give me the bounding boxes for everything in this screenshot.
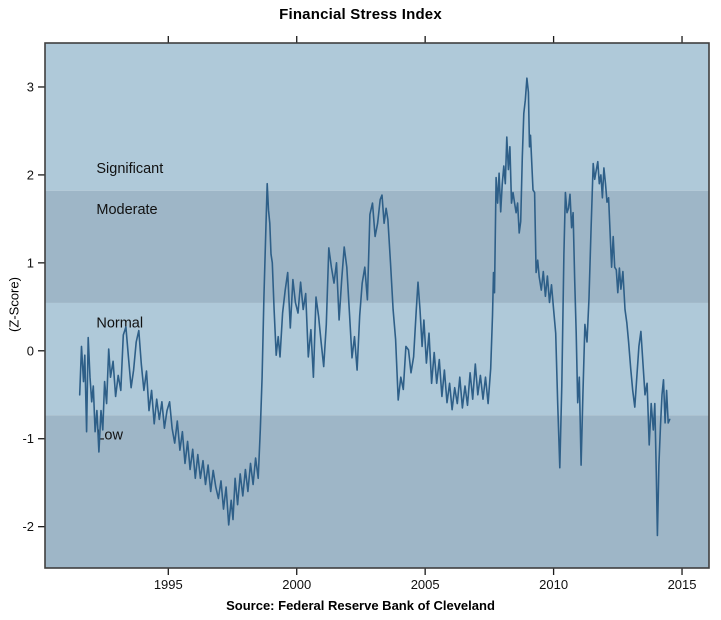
band-moderate: [45, 190, 709, 303]
band-normal: [45, 302, 709, 416]
x-tick-label: 2015: [668, 577, 697, 592]
x-tick-label: 1995: [154, 577, 183, 592]
y-tick-label: 2: [27, 167, 34, 182]
y-tick-label: 3: [27, 79, 34, 94]
x-tick-label: 2000: [282, 577, 311, 592]
chart-title: Financial Stress Index: [279, 6, 442, 23]
x-tick-label: 2010: [539, 577, 568, 592]
stress-index-line: [78, 77, 671, 537]
source-caption: Source: Federal Reserve Bank of Clevelan…: [226, 598, 495, 613]
band-label-normal: Normal: [96, 316, 143, 332]
y-tick-label: 1: [27, 255, 34, 270]
band-label-low: Low: [96, 427, 123, 443]
x-tick-label: 2005: [411, 577, 440, 592]
y-tick-label: -2: [22, 519, 34, 534]
y-axis-title: (Z-Score): [6, 277, 22, 332]
band-label-significant: Significant: [96, 161, 163, 177]
band-label-moderate: Moderate: [96, 202, 157, 218]
plot-border: [44, 42, 710, 569]
band-low: [45, 415, 709, 568]
y-tick-label: -1: [22, 431, 34, 446]
y-tick-label: 0: [27, 343, 34, 358]
